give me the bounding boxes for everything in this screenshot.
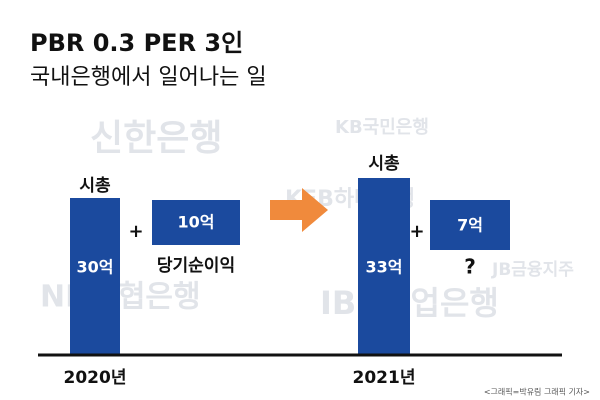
year-label: 2021년 bbox=[353, 368, 416, 388]
arrow bbox=[270, 188, 328, 232]
market-cap-bar bbox=[70, 198, 120, 355]
market-cap-value: 33억 bbox=[366, 258, 403, 277]
net-income-value: 10억 bbox=[178, 213, 215, 232]
watermark: KB국민은행 bbox=[335, 117, 429, 138]
plus-sign: + bbox=[128, 221, 143, 242]
net-income-value: 7억 bbox=[457, 216, 483, 235]
credit: <그래픽=박유림 그래픽 기자> bbox=[484, 387, 590, 397]
market-cap-bar bbox=[358, 178, 410, 355]
net-income-box bbox=[152, 200, 240, 245]
watermark: JB금융지주 bbox=[491, 260, 574, 280]
market-cap-value: 30억 bbox=[77, 258, 114, 277]
watermark: NH농협은행 bbox=[40, 280, 201, 315]
net-income-box bbox=[430, 200, 510, 250]
plus-sign: + bbox=[409, 221, 424, 242]
market-cap-label: 시총 bbox=[368, 154, 400, 174]
net-income-label: 당기순이익 bbox=[157, 256, 235, 276]
title: PBR 0.3 PER 3인 bbox=[30, 29, 243, 57]
subtitle: 국내은행에서 일어나는 일 bbox=[30, 65, 267, 90]
market-cap-label: 시총 bbox=[79, 176, 111, 196]
net-income-label: ? bbox=[464, 255, 476, 279]
year-label: 2020년 bbox=[64, 368, 127, 388]
watermark: 신한은행 bbox=[90, 118, 222, 159]
